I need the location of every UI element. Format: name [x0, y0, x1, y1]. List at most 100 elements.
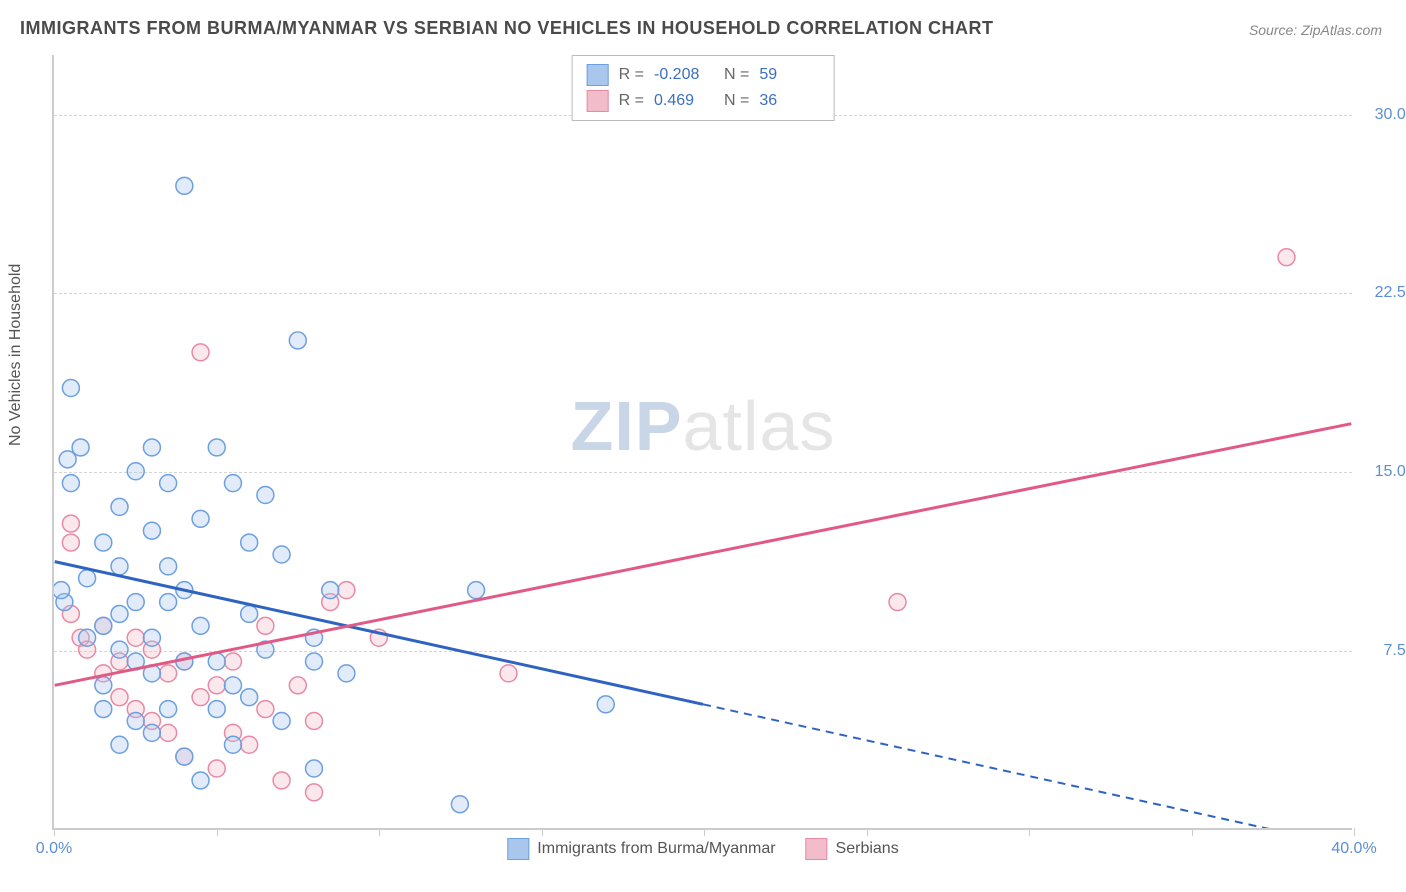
data-point: [160, 724, 177, 741]
legend-series-name: Serbians: [836, 840, 899, 857]
data-point: [273, 546, 290, 563]
data-point: [273, 712, 290, 729]
trend-line-solid: [55, 424, 1352, 686]
data-point: [176, 748, 193, 765]
data-point: [95, 617, 112, 634]
legend-series-name: Immigrants from Burma/Myanmar: [537, 840, 775, 857]
data-point: [54, 582, 70, 599]
data-point: [306, 760, 323, 777]
data-point: [127, 463, 144, 480]
data-point: [192, 510, 209, 527]
data-point: [127, 712, 144, 729]
data-point: [338, 582, 355, 599]
data-point: [95, 677, 112, 694]
data-point: [889, 594, 906, 611]
legend-r-label: R =: [619, 62, 644, 88]
legend-r-value: 0.469: [654, 88, 714, 114]
data-point: [597, 696, 614, 713]
data-point: [241, 534, 258, 551]
x-tick: [1192, 828, 1193, 836]
x-tick: [542, 828, 543, 836]
data-point: [127, 594, 144, 611]
chart-container: IMMIGRANTS FROM BURMA/MYANMAR VS SERBIAN…: [0, 0, 1406, 892]
data-point: [111, 605, 128, 622]
y-tick-label: 15.0%: [1375, 463, 1406, 481]
trend-line-dashed: [703, 704, 1351, 828]
bottom-legend-item: Immigrants from Burma/Myanmar: [507, 838, 775, 860]
data-point: [208, 653, 225, 670]
x-tick: [867, 828, 868, 836]
data-point: [111, 641, 128, 658]
data-point: [160, 665, 177, 682]
data-point: [1278, 249, 1295, 266]
x-tick: [704, 828, 705, 836]
data-point: [176, 177, 193, 194]
data-point: [192, 772, 209, 789]
data-point: [160, 594, 177, 611]
data-point: [224, 736, 241, 753]
bottom-legend-item: Serbians: [806, 838, 899, 860]
legend-r-label: R =: [619, 88, 644, 114]
data-point: [468, 582, 485, 599]
bottom-legend: Immigrants from Burma/Myanmar Serbians: [507, 838, 898, 860]
plot-area: R =-0.208N =59R =0.469N =36 ZIPatlas Imm…: [52, 55, 1352, 830]
data-point: [160, 475, 177, 492]
legend-r-value: -0.208: [654, 62, 714, 88]
data-point: [79, 570, 96, 587]
data-point: [306, 653, 323, 670]
legend-row: R = -0.208 N = 59: [587, 62, 820, 88]
data-point: [306, 712, 323, 729]
chart-title: IMMIGRANTS FROM BURMA/MYANMAR VS SERBIAN…: [20, 18, 994, 39]
correlation-legend: R = -0.208 N = 59 R = 0.469 N = 36: [572, 55, 835, 121]
data-point: [192, 344, 209, 361]
data-point: [143, 522, 160, 539]
data-point: [306, 784, 323, 801]
x-tick: [1029, 828, 1030, 836]
data-point: [79, 629, 96, 646]
data-point: [224, 653, 241, 670]
legend-swatch: [806, 838, 828, 860]
legend-n-value: 36: [759, 88, 819, 114]
data-point: [273, 772, 290, 789]
legend-row: R = 0.469 N = 36: [587, 88, 820, 114]
data-point: [241, 736, 258, 753]
data-point: [143, 724, 160, 741]
legend-swatch: [507, 838, 529, 860]
data-point: [257, 617, 274, 634]
x-tick: [54, 828, 55, 836]
data-point: [192, 689, 209, 706]
data-point: [127, 629, 144, 646]
data-point: [111, 498, 128, 515]
legend-swatch: [587, 90, 609, 112]
legend-n-label: N =: [724, 62, 749, 88]
legend-n-label: N =: [724, 88, 749, 114]
data-point: [72, 439, 89, 456]
data-point: [160, 701, 177, 718]
data-point: [257, 701, 274, 718]
data-point: [111, 689, 128, 706]
data-point: [241, 689, 258, 706]
data-point: [241, 605, 258, 622]
data-point: [95, 701, 112, 718]
data-point: [62, 475, 79, 492]
y-tick-label: 30.0%: [1375, 106, 1406, 124]
x-tick-label: 40.0%: [1331, 840, 1376, 858]
y-axis-label: No Vehicles in Household: [7, 264, 25, 446]
x-tick: [1354, 828, 1355, 836]
data-point: [208, 701, 225, 718]
data-point: [208, 677, 225, 694]
data-point: [500, 665, 517, 682]
data-point: [160, 558, 177, 575]
data-point: [111, 558, 128, 575]
legend-n-value: 59: [759, 62, 819, 88]
y-tick-label: 22.5%: [1375, 284, 1406, 302]
data-point: [62, 534, 79, 551]
data-point: [224, 677, 241, 694]
data-point: [62, 515, 79, 532]
data-point: [224, 475, 241, 492]
x-tick: [217, 828, 218, 836]
data-point: [322, 582, 339, 599]
data-point: [143, 629, 160, 646]
chart-svg: [54, 55, 1352, 828]
data-point: [208, 760, 225, 777]
